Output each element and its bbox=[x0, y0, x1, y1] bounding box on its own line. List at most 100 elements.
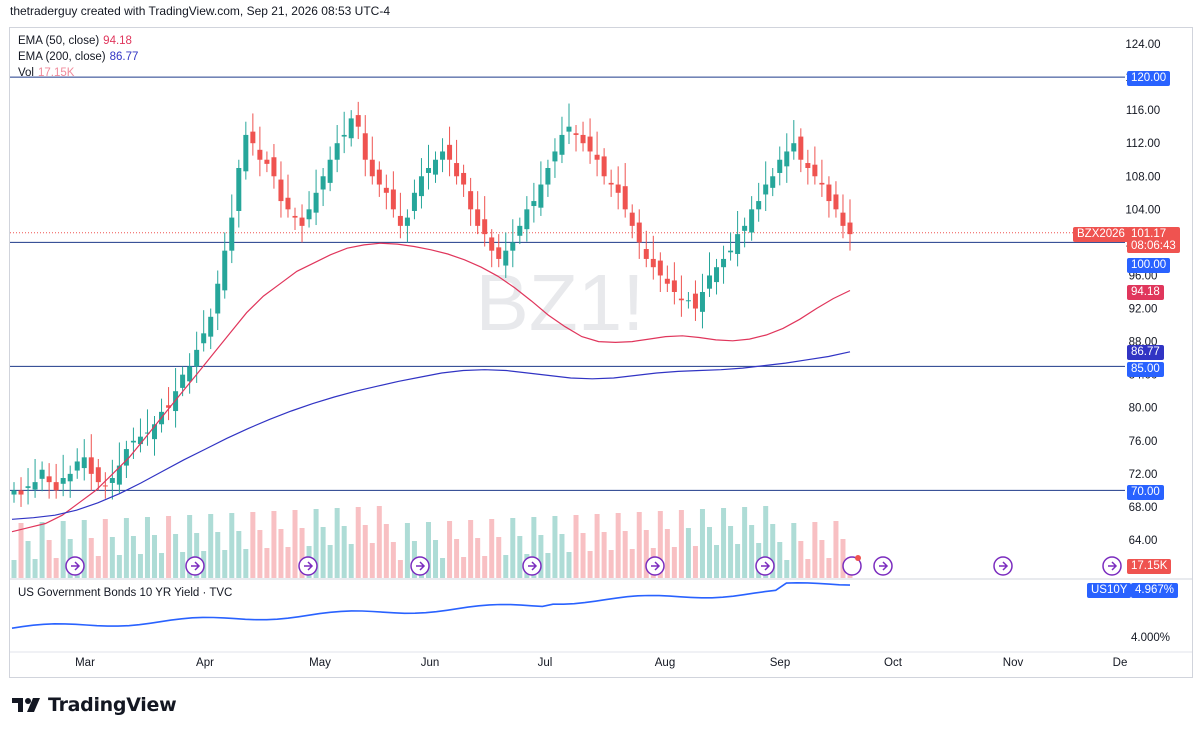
volume-bar bbox=[369, 543, 375, 578]
volume-bar bbox=[685, 528, 691, 578]
volume-bar bbox=[805, 559, 811, 578]
candle-body bbox=[531, 201, 537, 207]
volume-bar bbox=[433, 540, 439, 578]
event-arrow-icon bbox=[1108, 561, 1118, 571]
y-tick-label: 104.00 bbox=[1125, 204, 1160, 216]
volume-bar bbox=[229, 513, 235, 578]
legend-ema50-value: 94.18 bbox=[103, 35, 132, 47]
event-arrow-icon bbox=[191, 561, 201, 571]
volume-bar bbox=[601, 532, 607, 578]
last-price-value: 101.17 bbox=[1131, 228, 1167, 240]
candle-body bbox=[369, 159, 375, 177]
volume-bar bbox=[46, 540, 52, 578]
countdown-value: 08:06:43 bbox=[1131, 240, 1176, 252]
volume-bar bbox=[208, 514, 214, 578]
volume-bar bbox=[397, 560, 403, 578]
y-tick-label: 76.00 bbox=[1129, 436, 1158, 448]
event-arrow-icon bbox=[879, 561, 889, 571]
legend-ema50[interactable]: EMA (50, close) 94.18 bbox=[18, 35, 132, 47]
candle-body bbox=[257, 149, 263, 160]
volume-bar bbox=[60, 521, 66, 578]
volume-bar bbox=[187, 515, 193, 578]
volume-bar bbox=[587, 551, 593, 578]
y-tick-label: 116.00 bbox=[1126, 105, 1160, 117]
last-price-badge: 101.17 08:06:43 bbox=[1127, 227, 1180, 253]
volume-bar bbox=[503, 555, 509, 578]
volume-bar bbox=[313, 509, 319, 578]
us10y-tick-label: 4.000% bbox=[1131, 632, 1171, 644]
legend-vol[interactable]: Vol 17.15K bbox=[18, 67, 74, 79]
candle-body bbox=[615, 184, 621, 193]
candle-body bbox=[580, 134, 586, 144]
candle-body bbox=[123, 449, 129, 466]
volume-bar bbox=[461, 557, 467, 578]
candle-body bbox=[355, 115, 361, 127]
volume-bar bbox=[615, 513, 621, 578]
us10y-line bbox=[11, 581, 851, 629]
hline-label-70: 70.00 bbox=[1127, 485, 1164, 500]
chart-frame[interactable] bbox=[9, 27, 1193, 678]
volume-bar bbox=[53, 558, 59, 578]
volume-bar bbox=[123, 518, 129, 578]
volume-bar bbox=[728, 526, 734, 578]
volume-bar bbox=[482, 556, 488, 578]
tradingview-logo[interactable]: TradingView bbox=[12, 694, 177, 716]
volume-bar bbox=[243, 549, 249, 578]
volume-bar bbox=[18, 523, 24, 578]
candle-body bbox=[25, 486, 31, 488]
candle-body bbox=[573, 133, 579, 135]
x-tick-label: Jul bbox=[538, 657, 553, 669]
volume-bar bbox=[763, 506, 769, 578]
candle-body bbox=[236, 168, 242, 211]
volume-bar bbox=[327, 545, 333, 578]
y-tick-label: 124.00 bbox=[1125, 39, 1160, 51]
candle-body bbox=[784, 151, 790, 167]
volume-bar bbox=[250, 512, 256, 578]
candle-body bbox=[292, 215, 298, 218]
candle-body bbox=[643, 249, 649, 259]
volume-bar bbox=[706, 527, 712, 578]
legend-ema200[interactable]: EMA (200, close) 86.77 bbox=[18, 51, 138, 63]
candle-body bbox=[454, 163, 460, 177]
candle-body bbox=[714, 267, 720, 283]
brand-name: TradingView bbox=[48, 694, 177, 716]
candle-body bbox=[622, 186, 628, 210]
x-tick-label: De bbox=[1113, 657, 1128, 669]
x-tick-label: Mar bbox=[75, 657, 95, 669]
candle-body bbox=[299, 217, 305, 226]
candle-body bbox=[538, 184, 544, 208]
event-arrow-icon bbox=[761, 561, 771, 571]
candle-body bbox=[728, 250, 734, 253]
volume-bar bbox=[376, 506, 382, 578]
candle-body bbox=[341, 134, 347, 137]
candle-body bbox=[306, 209, 312, 220]
candle-body bbox=[81, 457, 87, 469]
volume-bar bbox=[25, 541, 31, 578]
ema200-line bbox=[11, 351, 851, 520]
volume-bar bbox=[32, 559, 38, 578]
candle-body bbox=[489, 237, 495, 251]
volume-bar bbox=[278, 529, 284, 578]
volume-bar bbox=[236, 531, 242, 578]
candle-body bbox=[468, 191, 474, 210]
volume-bar bbox=[447, 521, 453, 578]
candle-body bbox=[18, 490, 24, 495]
volume-bar bbox=[194, 533, 200, 578]
candle-body bbox=[11, 490, 17, 495]
candle-body bbox=[271, 157, 277, 177]
candle-body bbox=[777, 159, 783, 173]
candle-body bbox=[552, 151, 558, 162]
candle-body bbox=[243, 134, 249, 172]
volume-bar bbox=[636, 512, 642, 578]
candle-body bbox=[461, 172, 467, 185]
volume-bar bbox=[152, 535, 158, 578]
candle-body bbox=[222, 250, 228, 291]
volume-bar bbox=[643, 530, 649, 578]
volume-bar bbox=[475, 538, 481, 578]
volume-bar bbox=[566, 552, 572, 578]
candle-body bbox=[32, 482, 38, 490]
event-arrow-icon bbox=[651, 561, 661, 571]
candle-body bbox=[699, 292, 705, 312]
candle-body bbox=[320, 176, 326, 190]
